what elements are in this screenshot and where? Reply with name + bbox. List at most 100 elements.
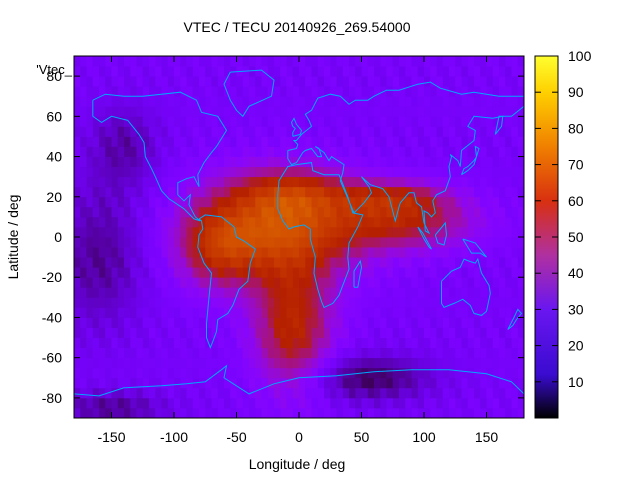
heatmap-cell xyxy=(74,136,81,147)
heatmap-cell xyxy=(161,247,169,258)
heatmap-cell xyxy=(311,317,319,328)
heatmap-cell xyxy=(267,267,275,278)
heatmap-cell xyxy=(324,327,331,338)
heatmap-cell xyxy=(142,387,150,399)
heatmap-cell xyxy=(149,216,156,228)
heatmap-cell xyxy=(336,56,344,67)
heatmap-cell xyxy=(286,347,294,359)
heatmap-cell xyxy=(424,347,431,359)
heatmap-cell xyxy=(224,156,231,168)
heatmap-cell xyxy=(192,156,200,168)
heatmap-cell xyxy=(111,257,119,268)
heatmap-cell xyxy=(230,96,237,107)
heatmap-cell xyxy=(417,297,425,308)
heatmap-cell xyxy=(392,156,400,168)
heatmap-cell xyxy=(349,126,356,137)
heatmap-cell xyxy=(74,387,81,399)
heatmap-cell xyxy=(380,56,387,67)
heatmap-cell xyxy=(280,196,287,208)
heatmap-cell xyxy=(405,297,412,308)
heatmap-cell xyxy=(155,136,162,147)
heatmap-cell xyxy=(442,156,450,168)
heatmap-cell xyxy=(449,277,456,288)
heatmap-cell xyxy=(249,146,256,157)
heatmap-cell xyxy=(305,126,312,137)
heatmap-cell xyxy=(292,66,300,77)
heatmap-cell xyxy=(480,237,487,248)
heatmap-cell xyxy=(230,76,237,87)
heatmap-cell xyxy=(361,297,369,308)
heatmap-cell xyxy=(230,357,237,369)
heatmap-cell xyxy=(180,196,187,208)
heatmap-cell xyxy=(136,377,144,389)
heatmap-cell xyxy=(205,287,212,298)
heatmap-cell xyxy=(249,327,256,338)
heatmap-cell xyxy=(136,76,144,87)
heatmap-cell xyxy=(192,216,200,228)
heatmap-cell xyxy=(330,267,337,278)
heatmap-cell xyxy=(317,206,325,218)
heatmap-cell xyxy=(149,66,156,77)
heatmap-cell xyxy=(374,387,381,399)
heatmap-cell xyxy=(342,277,350,288)
heatmap-cell xyxy=(305,377,312,389)
heatmap-cell xyxy=(255,136,262,147)
heatmap-cell xyxy=(117,106,125,117)
heatmap-cell xyxy=(267,216,275,228)
heatmap-cell xyxy=(74,56,81,67)
heatmap-cell xyxy=(261,186,269,198)
heatmap-cell xyxy=(405,146,412,157)
heatmap-cell xyxy=(355,267,362,278)
heatmap-cell xyxy=(455,367,462,379)
heatmap-cell xyxy=(386,297,394,308)
heatmap-cell xyxy=(117,206,125,218)
heatmap-cell xyxy=(161,96,169,107)
heatmap-cell xyxy=(217,367,225,379)
heatmap-cell xyxy=(467,226,475,238)
heatmap-cell xyxy=(180,277,187,288)
heatmap-cell xyxy=(311,66,319,77)
heatmap-cell xyxy=(367,106,375,117)
heatmap-cell xyxy=(355,176,362,188)
heatmap-cell xyxy=(455,76,462,87)
heatmap-cell xyxy=(99,407,106,419)
heatmap-cell xyxy=(217,156,225,168)
heatmap-cell xyxy=(361,96,369,107)
heatmap-cell xyxy=(342,407,350,419)
x-tick-label: 150 xyxy=(475,429,499,445)
heatmap-cell xyxy=(74,317,81,328)
heatmap-cell xyxy=(455,96,462,107)
heatmap-cell xyxy=(511,397,519,409)
heatmap-cell xyxy=(255,387,262,399)
heatmap-cell xyxy=(517,146,525,157)
heatmap-cell xyxy=(117,237,125,248)
heatmap-cell xyxy=(411,116,419,127)
heatmap-cell xyxy=(242,76,250,87)
heatmap-cell xyxy=(367,126,375,137)
heatmap-cell xyxy=(455,387,462,399)
heatmap-cell xyxy=(149,347,156,359)
coastline-australia xyxy=(441,257,491,316)
heatmap-cell xyxy=(505,56,512,67)
heatmap-cell xyxy=(92,86,100,97)
heatmap-cell xyxy=(217,206,225,218)
heatmap-cell xyxy=(299,337,306,349)
heatmap-cell xyxy=(174,116,181,127)
heatmap-cell xyxy=(286,287,294,298)
heatmap-cell xyxy=(186,317,194,328)
heatmap-cell xyxy=(399,106,406,117)
heatmap-cell xyxy=(374,327,381,338)
heatmap-cell xyxy=(242,397,250,409)
heatmap-cell xyxy=(230,257,237,268)
heatmap-cell xyxy=(342,86,350,97)
heatmap-cell xyxy=(305,327,312,338)
heatmap-cell xyxy=(305,287,312,298)
heatmap-cell xyxy=(249,216,256,228)
heatmap-cell xyxy=(86,196,94,208)
heatmap-cell xyxy=(186,397,194,409)
heatmap-cell xyxy=(186,86,194,97)
heatmap-cell xyxy=(111,337,119,349)
heatmap-cell xyxy=(511,407,519,419)
heatmap-cell xyxy=(274,156,281,168)
heatmap-cell xyxy=(286,367,294,379)
